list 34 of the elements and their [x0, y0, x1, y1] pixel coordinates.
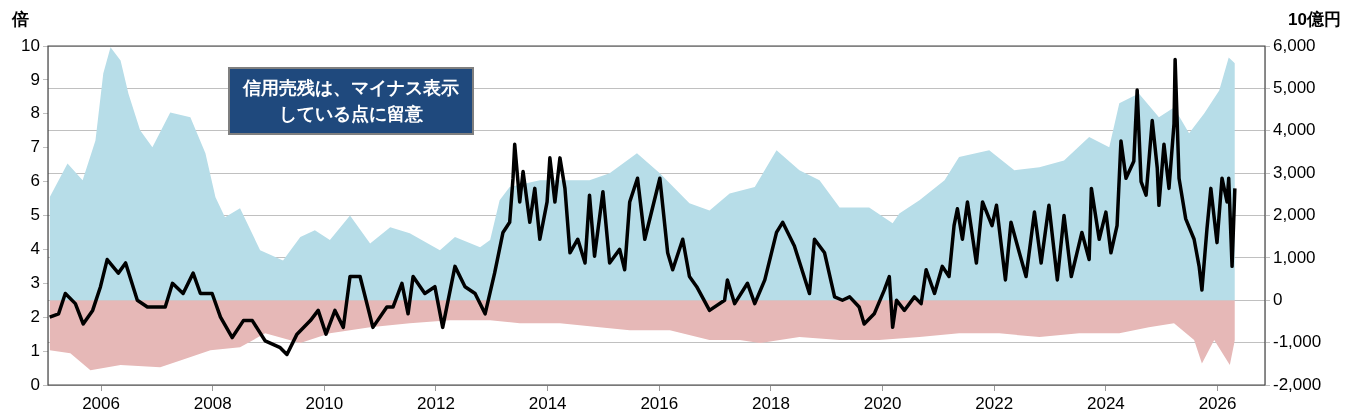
x-tick-label: 2014 [528, 393, 567, 413]
x-tick-label: 2008 [193, 393, 232, 413]
y-tick-label: 6 [30, 171, 40, 191]
y-tick-label: 5 [30, 205, 40, 225]
x-tick-label: 2018 [752, 393, 790, 413]
x-tick-label: 2006 [82, 393, 120, 413]
y-tick-label: 0 [30, 374, 40, 394]
y2-tick-label: 2,000 [1273, 205, 1316, 225]
y2-tick-label: 3,000 [1273, 162, 1316, 182]
y2-tick-label: 6,000 [1273, 35, 1316, 55]
y-tick-label: 7 [30, 137, 40, 157]
x-tick-label: 2010 [305, 393, 344, 413]
annotation: 信用売残は、マイナス表示している点に留意 [228, 67, 474, 135]
x-tick-label: 2024 [1086, 393, 1125, 413]
y2-tick-label: -2,000 [1273, 374, 1322, 394]
y-tick-label: 8 [30, 103, 40, 123]
y-tick-label: 10 [21, 35, 40, 55]
x-tick-label: 2012 [417, 393, 455, 413]
y2-tick-label: -1,000 [1273, 332, 1322, 352]
y-tick-label: 3 [30, 272, 40, 292]
y-tick-label: 9 [30, 69, 40, 89]
y2-tick-label: 1,000 [1273, 247, 1316, 267]
y-tick-label: 1 [30, 340, 40, 360]
y-tick-label: 4 [30, 239, 40, 259]
y-axis-title: 倍 [12, 9, 29, 31]
x-tick-label: 2022 [975, 393, 1014, 413]
x-tick-label: 2020 [863, 393, 902, 413]
y-tick-label: 2 [30, 306, 40, 326]
y2-tick-label: 0 [1273, 289, 1283, 309]
y2-tick-label: 5,000 [1273, 78, 1316, 98]
y2-axis-title: 10億円 [1288, 9, 1341, 31]
y2-tick-label: 4,000 [1273, 120, 1316, 140]
x-tick-label: 2026 [1198, 393, 1237, 413]
x-tick-label: 2016 [640, 393, 679, 413]
